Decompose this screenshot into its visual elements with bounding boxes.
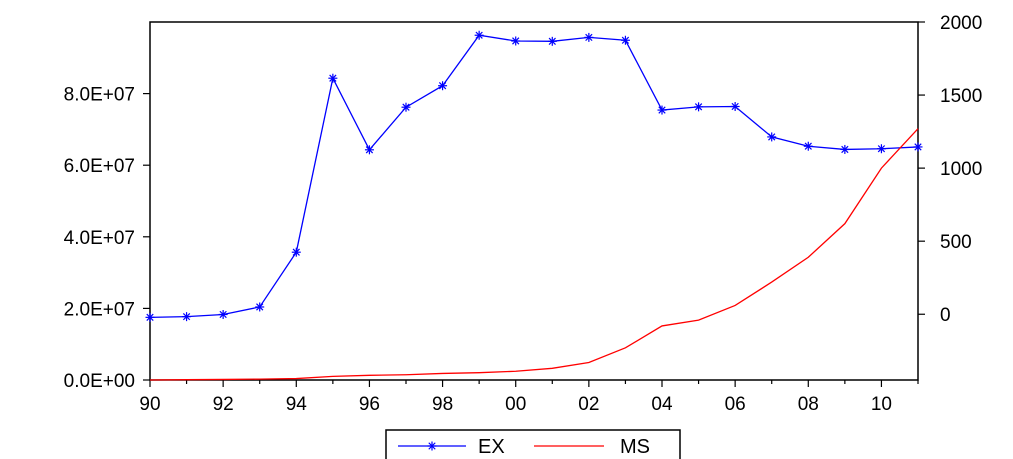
data-point-ex (876, 144, 886, 154)
left-y-axis-ticks: 0.0E+00 2.0E+07 4.0E+07 6.0E+07 8.0E+07 (64, 85, 150, 392)
data-point-ex (730, 101, 740, 111)
data-point-ex (255, 302, 265, 312)
legend: EX MS (385, 429, 681, 459)
left-y-tick-label: 2.0E+07 (64, 299, 135, 320)
right-y-tick-label: 0 (940, 305, 951, 326)
x-tick-label: 04 (651, 394, 673, 415)
data-point-ex (767, 132, 777, 142)
left-y-tick-label: 0.0E+00 (64, 371, 135, 392)
data-point-ex (913, 142, 923, 152)
data-point-ex (511, 36, 521, 46)
x-axis-ticks: 90 92 94 96 98 00 02 04 06 08 10 (139, 380, 919, 415)
left-y-tick-label: 6.0E+07 (64, 156, 135, 177)
series-layer (145, 30, 923, 381)
data-point-ex (694, 102, 704, 112)
legend-ex-marker (427, 441, 437, 451)
data-point-ex (803, 141, 813, 151)
right-y-tick-label: 500 (940, 232, 972, 253)
legend-ex-label: EX (478, 436, 505, 458)
data-point-ex (291, 247, 301, 257)
data-point-ex (584, 32, 594, 42)
legend-ms-label: MS (620, 436, 650, 458)
x-tick-label: 08 (798, 394, 819, 415)
series-line-ex (149, 34, 919, 318)
data-point-ex (145, 312, 155, 322)
data-point-ex (218, 309, 228, 319)
data-point-ex (328, 73, 338, 83)
data-point-ex (182, 312, 192, 322)
left-y-tick-label: 4.0E+07 (64, 228, 135, 249)
plot-area-frame (149, 21, 919, 381)
x-tick-label: 02 (578, 394, 599, 415)
legend-ex-asterisk-icon (427, 441, 437, 451)
right-y-tick-label: 2000 (940, 13, 982, 34)
data-point-ex (474, 30, 484, 40)
data-point-ex (840, 144, 850, 154)
x-tick-label: 92 (213, 394, 234, 415)
x-tick-label: 90 (139, 394, 160, 415)
x-tick-label: 06 (725, 394, 746, 415)
data-point-ex (547, 36, 557, 46)
series-line-ms (149, 128, 919, 381)
right-y-tick-label: 1500 (940, 86, 982, 107)
legend-box (385, 429, 681, 459)
x-tick-label: 98 (432, 394, 453, 415)
data-point-ex (620, 35, 630, 45)
x-tick-label: 96 (359, 394, 380, 415)
x-tick-label: 10 (871, 394, 892, 415)
right-y-tick-label: 1000 (940, 159, 982, 180)
right-y-axis-ticks: 0 500 1000 1500 2000 (918, 13, 982, 326)
data-point-ex (438, 81, 448, 91)
left-y-tick-label: 8.0E+07 (64, 85, 135, 106)
x-tick-label: 94 (286, 394, 308, 415)
x-tick-label: 00 (505, 394, 526, 415)
data-point-ex (657, 105, 667, 115)
data-point-ex (364, 145, 374, 155)
data-point-ex (401, 102, 411, 112)
